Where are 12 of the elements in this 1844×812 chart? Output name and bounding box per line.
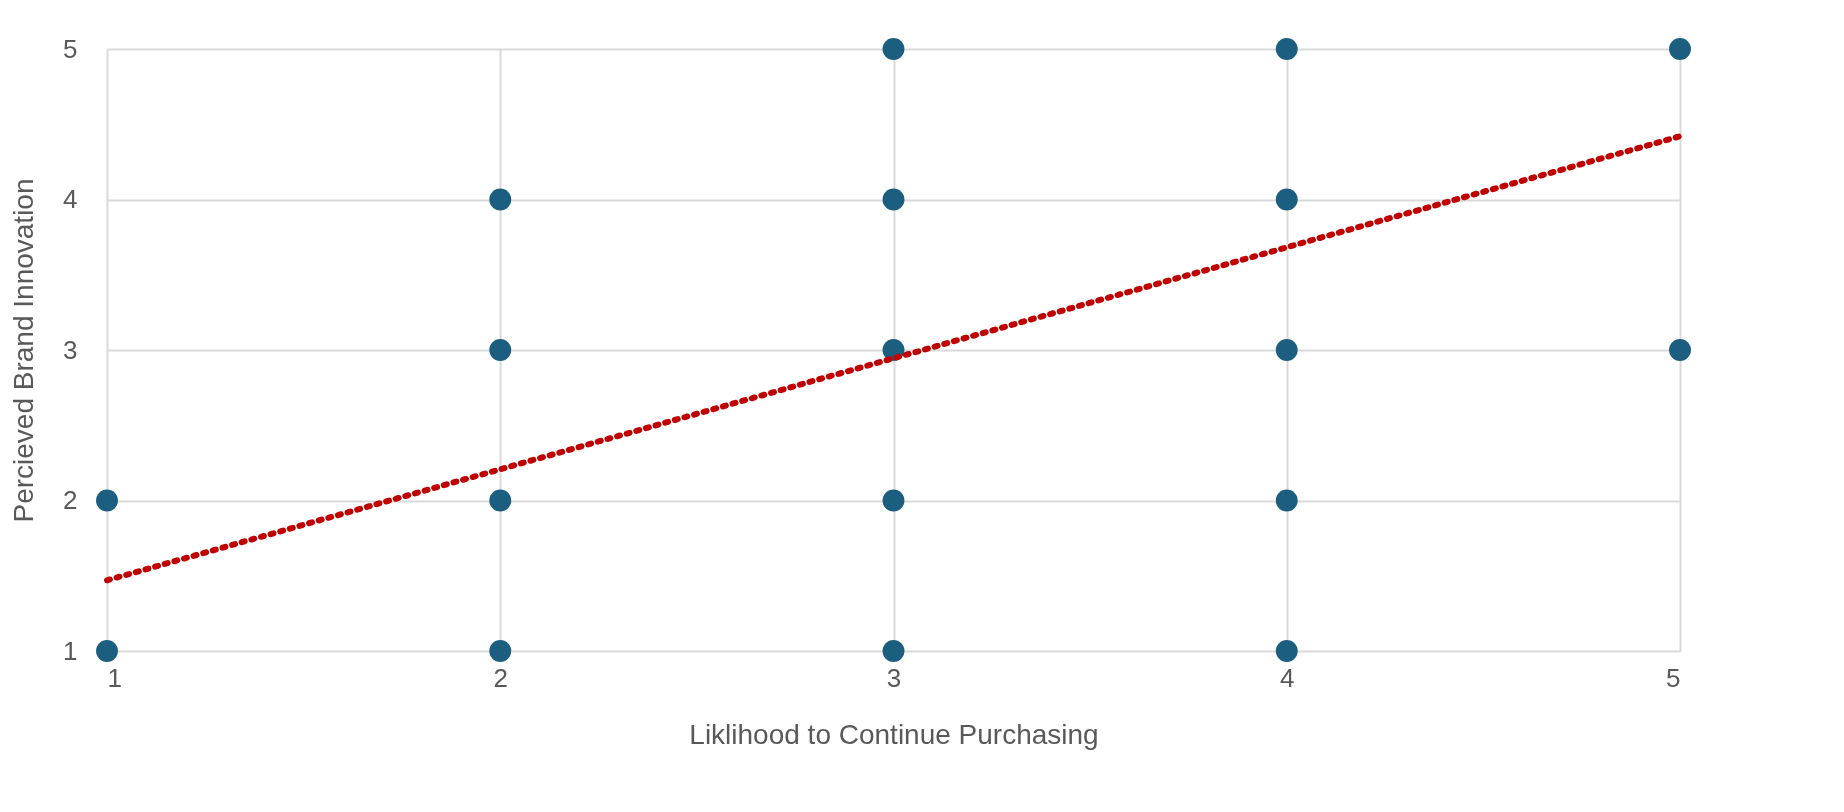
y-tick-label: 3 — [63, 334, 78, 365]
x-tick-label: 5 — [1666, 662, 1681, 693]
y-tick-label: 2 — [63, 485, 78, 515]
y-tick-label: 5 — [63, 33, 78, 64]
x-tick-label: 1 — [107, 662, 122, 693]
x-tick-label: 4 — [1280, 662, 1295, 693]
x-tick-label: 3 — [886, 662, 902, 693]
x-axis-title: Liklihood to Continue Purchasing — [689, 718, 1099, 750]
y-tick-label: 4 — [63, 184, 78, 214]
x-tick-label: 2 — [493, 662, 508, 693]
y-tick-label: 1 — [63, 635, 78, 666]
y-axis-title: Percieved Brand Innovation — [8, 178, 40, 523]
